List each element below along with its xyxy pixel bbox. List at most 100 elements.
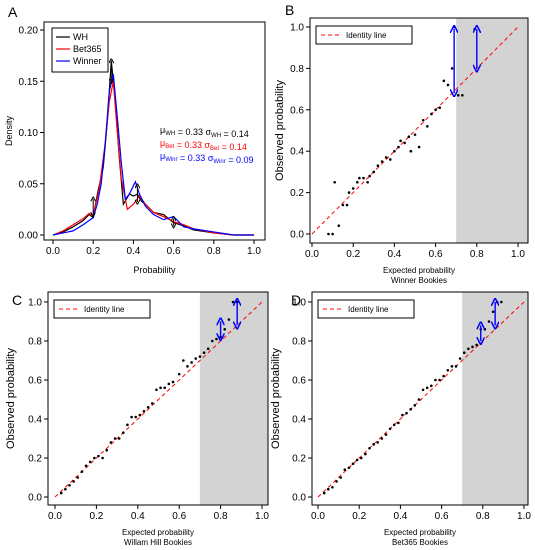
- y-tick-label: 1.0: [28, 298, 42, 309]
- data-point: [117, 437, 121, 440]
- panel-label: D: [291, 292, 301, 308]
- stat-text: σ: [204, 140, 210, 150]
- data-point: [227, 318, 231, 321]
- y-tick-label: 0.00: [19, 231, 39, 242]
- data-point: [339, 476, 342, 479]
- stat-text: σ: [208, 153, 214, 163]
- x-tick-label: 0.8: [476, 511, 490, 522]
- legend: Identity line: [317, 299, 415, 319]
- data-point: [403, 141, 407, 145]
- panel-label: B: [285, 2, 294, 18]
- data-point: [393, 149, 396, 153]
- x-tick-label: 1.0: [247, 246, 261, 257]
- y-tick-label: 1.0: [290, 23, 304, 34]
- data-point: [376, 441, 380, 444]
- identity-line: [317, 301, 525, 498]
- data-point: [388, 158, 392, 161]
- data-point: [388, 427, 392, 431]
- data-point: [150, 402, 154, 405]
- data-point: [368, 446, 371, 450]
- data-point: [211, 339, 214, 343]
- data-point: [461, 94, 464, 97]
- y-axis-label: Density: [4, 115, 14, 146]
- data-point: [450, 67, 454, 70]
- x-axis-label: Probability: [133, 265, 176, 275]
- data-point: [442, 79, 446, 83]
- data-point: [401, 413, 404, 417]
- data-point: [425, 386, 429, 390]
- data-point: [417, 398, 421, 401]
- data-point: [372, 443, 375, 446]
- x-axis-label-sub: Bet365 Bookies: [392, 538, 448, 547]
- shaded-region: [199, 292, 268, 505]
- stat-text: = 0.14: [221, 129, 249, 139]
- data-point: [122, 431, 125, 434]
- data-point: [487, 320, 491, 323]
- legend-box: [315, 25, 413, 45]
- data-point: [331, 232, 334, 236]
- x-axis-label-sub: Winner Bookies: [391, 276, 447, 285]
- x-tick-label: 0.0: [311, 511, 325, 522]
- legend-label: Identity line: [348, 305, 389, 314]
- data-point: [356, 180, 359, 184]
- y-tick-label: 0.0: [290, 230, 304, 241]
- data-point: [399, 139, 402, 143]
- data-point: [223, 328, 227, 331]
- data-point: [409, 407, 413, 411]
- stat-subscript: Bet: [165, 144, 174, 150]
- stat-subscript: Bet: [210, 146, 219, 152]
- data-point: [167, 382, 171, 386]
- y-tick-label: 0.8: [290, 64, 304, 75]
- data-point: [358, 176, 361, 180]
- data-point: [76, 476, 80, 479]
- data-point: [462, 351, 466, 355]
- data-point: [438, 378, 441, 382]
- x-tick-label: 0.4: [126, 246, 140, 257]
- stat-text: σ: [205, 127, 211, 137]
- legend: Identity line: [53, 299, 151, 319]
- data-point: [384, 433, 388, 436]
- data-point: [473, 27, 477, 31]
- data-point: [198, 355, 202, 358]
- panel-c: C 0.0 0.2 0.4 0.6 0.8 1.0 0.0 0.2 0.4 0.6 0.8 1.0 Exp…: [5, 291, 269, 547]
- plot-frame: [47, 291, 269, 506]
- panel-a: A 0.0 0.2 0.4 0.6 0.8 1.0 0.00 0.05 0.10 0.15 0.20 P…: [4, 4, 266, 275]
- data-point: [331, 485, 334, 489]
- stat-line: μWinr = 0.33 σWinr = 0.09: [160, 151, 254, 165]
- stat-text: = 0.33: [174, 140, 204, 150]
- plot-frame: [43, 21, 266, 241]
- data-point: [380, 437, 384, 440]
- data-point: [475, 343, 478, 347]
- data-point: [142, 409, 146, 413]
- data-point: [155, 388, 158, 392]
- y-tick-label: 0.4: [292, 415, 306, 426]
- data-point: [454, 365, 458, 368]
- x-tick-label: 0.2: [89, 511, 103, 522]
- data-point: [351, 187, 355, 190]
- data-point: [182, 359, 185, 362]
- data-point: [392, 423, 396, 427]
- data-point: [215, 337, 218, 341]
- data-point: [190, 361, 193, 364]
- stat-subscript: Winr: [213, 159, 225, 165]
- identity-line: [54, 301, 263, 498]
- legend-label: WH: [73, 32, 88, 42]
- stat-text: = 0.33: [175, 127, 205, 137]
- data-point: [80, 470, 84, 473]
- y-tick-label: 0.2: [290, 188, 304, 199]
- legend: WH Bet365 Winner: [51, 27, 109, 73]
- data-point: [101, 456, 104, 460]
- x-tick-label: 0.6: [435, 511, 449, 522]
- legend: Identity line: [315, 25, 413, 45]
- data-point: [333, 180, 336, 184]
- data-point: [380, 160, 384, 163]
- x-axis-label-sub: Willam Hill Bookies: [124, 538, 192, 547]
- y-axis-label: Observed probability: [5, 348, 17, 449]
- x-tick-label: 1.0: [255, 511, 269, 522]
- data-point: [335, 480, 338, 483]
- y-tick-label: 0.6: [292, 376, 306, 387]
- data-point: [347, 191, 351, 194]
- data-point: [109, 441, 113, 444]
- data-point: [405, 411, 408, 415]
- panel-b: B 0.0 0.2 0.4 0.6 0.8 1.0 0.0 0.2 0.4 0.6 0.8 1.0 Exp…: [274, 2, 529, 285]
